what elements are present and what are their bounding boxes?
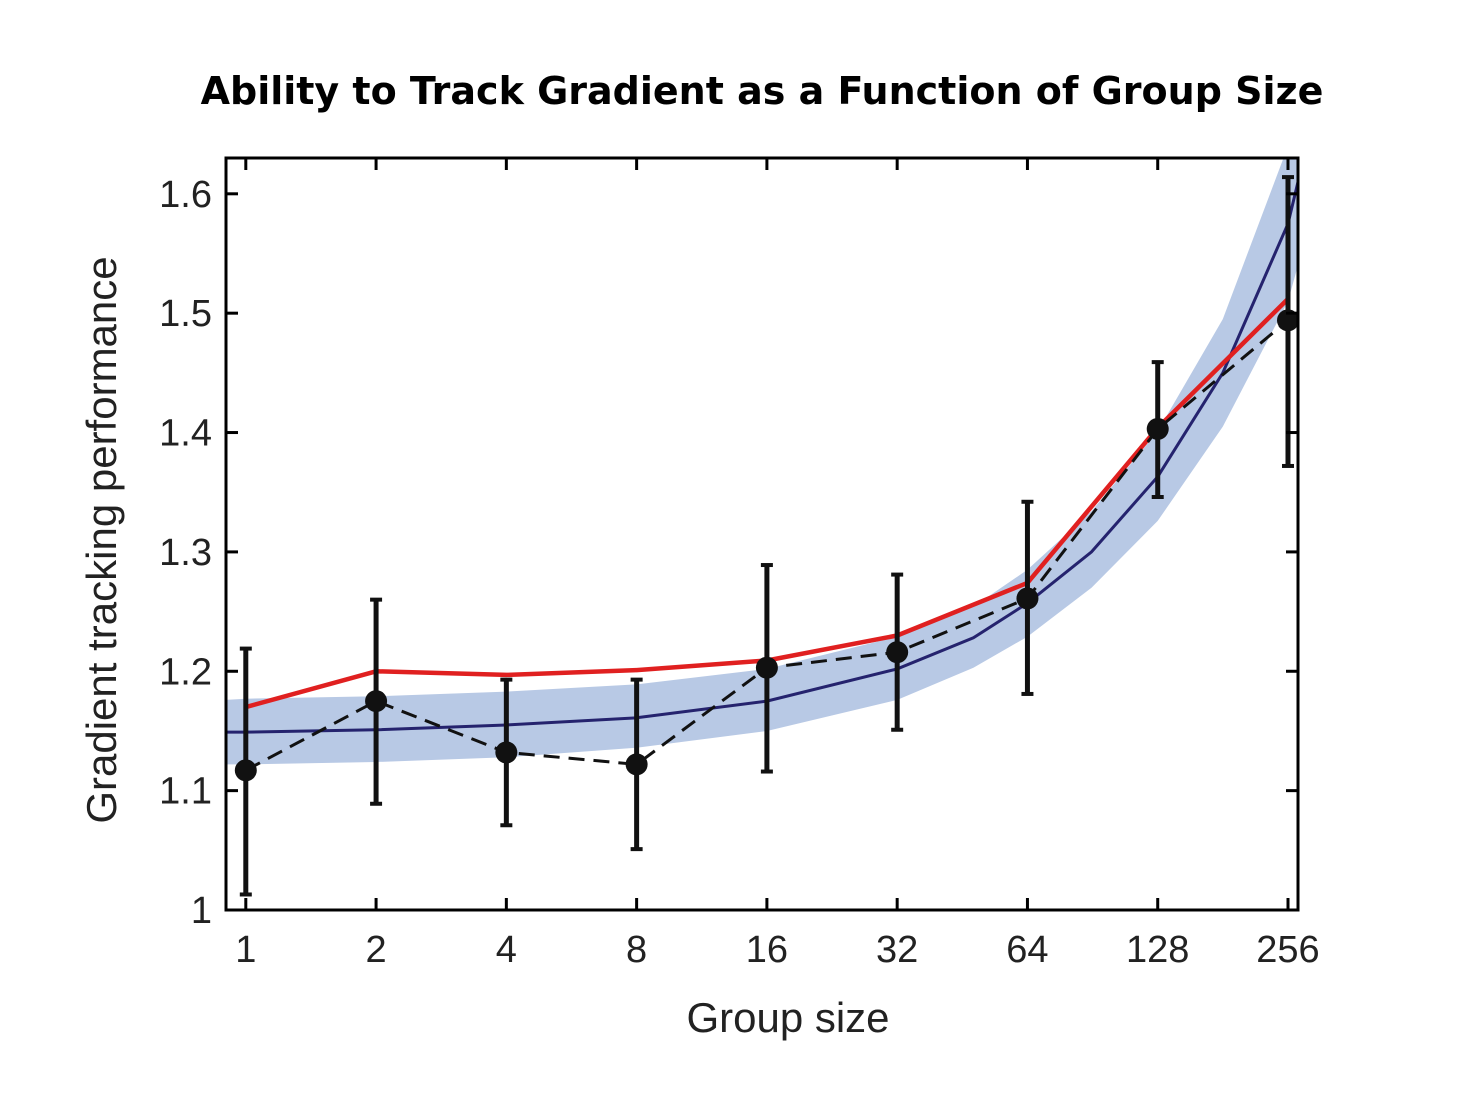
x-tick-label: 32 [876, 929, 918, 971]
y-tick-label: 1.6 [159, 174, 212, 216]
x-tick-label: 2 [366, 929, 387, 971]
data-point [886, 641, 909, 664]
data-point [234, 759, 257, 782]
x-tick-label: 4 [496, 929, 517, 971]
y-tick-label: 1.2 [159, 651, 212, 693]
plot-frame [224, 156, 1300, 912]
x-axis-label: Group size [686, 994, 889, 1041]
chart-title: Ability to Track Gradient as a Function … [201, 69, 1324, 113]
x-tick-label: 64 [1006, 929, 1048, 971]
x-tick-label: 1 [235, 929, 256, 971]
y-tick-label: 1 [191, 890, 212, 932]
data-point [625, 753, 648, 776]
x-tick-label: 16 [746, 929, 788, 971]
confidence-band-layer [226, 158, 1298, 765]
x-tick-label: 256 [1256, 929, 1319, 971]
data-point [495, 741, 518, 764]
data-point [365, 690, 388, 713]
data-markers-layer [234, 175, 1299, 897]
data-point [1276, 309, 1299, 332]
y-tick-label: 1.1 [159, 771, 212, 813]
confidence-band [226, 158, 1298, 765]
y-axis-label: Gradient tracking performance [78, 256, 125, 823]
axis-ticks-layer: 1 2 4 8 16 32 64 128 256 1 1.1 1.2 1.3 1.4 1.5 1.6 [159, 158, 1320, 971]
data-point [755, 656, 778, 679]
data-point [1016, 587, 1039, 610]
y-tick-label: 1.3 [159, 532, 212, 574]
y-tick-label: 1.5 [159, 293, 212, 335]
y-tick-label: 1.4 [159, 413, 212, 455]
data-point [1146, 417, 1169, 440]
blue-model-line [226, 181, 1298, 734]
x-tick-label: 128 [1126, 929, 1189, 971]
x-tick-label: 8 [626, 929, 647, 971]
